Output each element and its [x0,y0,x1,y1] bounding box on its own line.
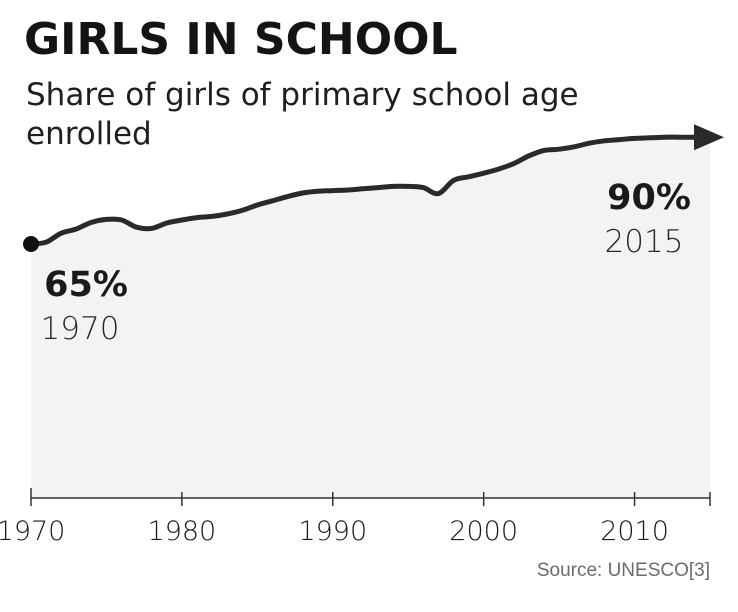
value-label: 65% [44,265,128,305]
area-fill [31,137,710,498]
year-label: 1970 [41,311,120,347]
x-tick-label: 1980 [148,516,217,547]
value-label: 90% [607,178,691,218]
arrow-head-icon [694,124,724,151]
x-axis-ticks: 1970 1980 1990 2000 2010 [0,488,711,547]
source-note: Source: UNESCO[3] [536,560,710,581]
x-tick-label: 1970 [0,516,65,547]
start-point-marker [23,236,39,252]
series-line [28,134,698,247]
year-label: 2015 [605,224,684,260]
annotations: 65% 1970 90% 2015 [41,178,691,347]
chart-subtitle: Share of girls of primary school age enr… [26,77,579,152]
x-tick-label: 1990 [298,516,367,547]
x-tick-label: 2010 [600,516,669,547]
x-tick-label: 2000 [449,516,518,547]
chart-title: GIRLS IN SCHOOL [24,14,458,65]
